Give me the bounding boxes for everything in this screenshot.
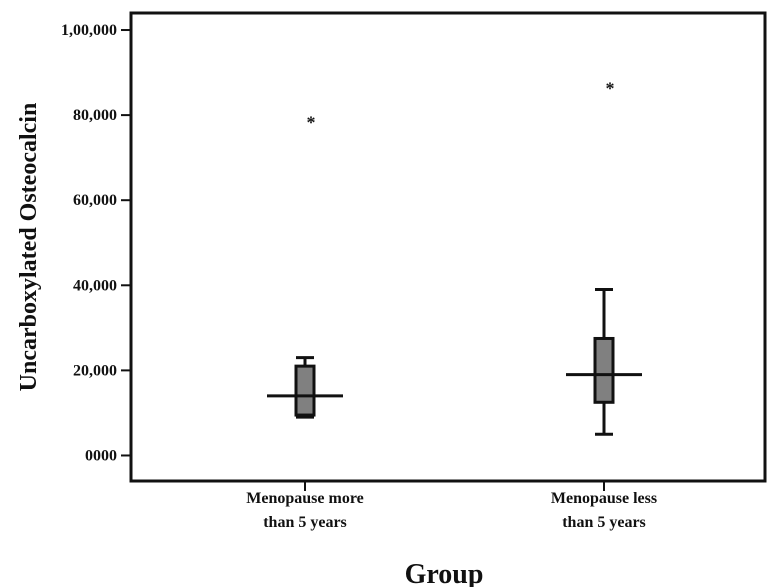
- outlier-point: *: [606, 78, 615, 98]
- y-tick-label: 20,000: [73, 362, 117, 379]
- x-category-label: Menopause less: [551, 490, 657, 507]
- y-axis: 0000 20,000 40,000 60,000 80,000 1,00,000: [61, 22, 131, 464]
- x-axis: Menopause more than 5 years Menopause less…: [246, 481, 657, 531]
- x-category-label: than 5 years: [263, 514, 347, 531]
- boxes: **: [267, 78, 642, 436]
- x-axis-title: Group: [405, 559, 484, 587]
- box-iqr: [593, 336, 615, 404]
- y-tick-label: 1,00,000: [61, 22, 117, 39]
- y-tick-label: 0000: [85, 447, 117, 464]
- y-tick-label: 80,000: [73, 107, 117, 124]
- box-group: *: [267, 112, 343, 419]
- y-axis-title: Uncarboxylated Osteocalcin: [16, 103, 42, 392]
- x-category-label: than 5 years: [562, 514, 646, 531]
- y-tick-label: 40,000: [73, 277, 117, 294]
- y-tick-label: 60,000: [73, 192, 117, 209]
- box-iqr: [294, 364, 316, 417]
- x-category-label: Menopause more: [246, 490, 363, 507]
- box-group: *: [566, 78, 642, 436]
- plot-frame: [129, 11, 767, 483]
- outlier-point: *: [307, 112, 316, 132]
